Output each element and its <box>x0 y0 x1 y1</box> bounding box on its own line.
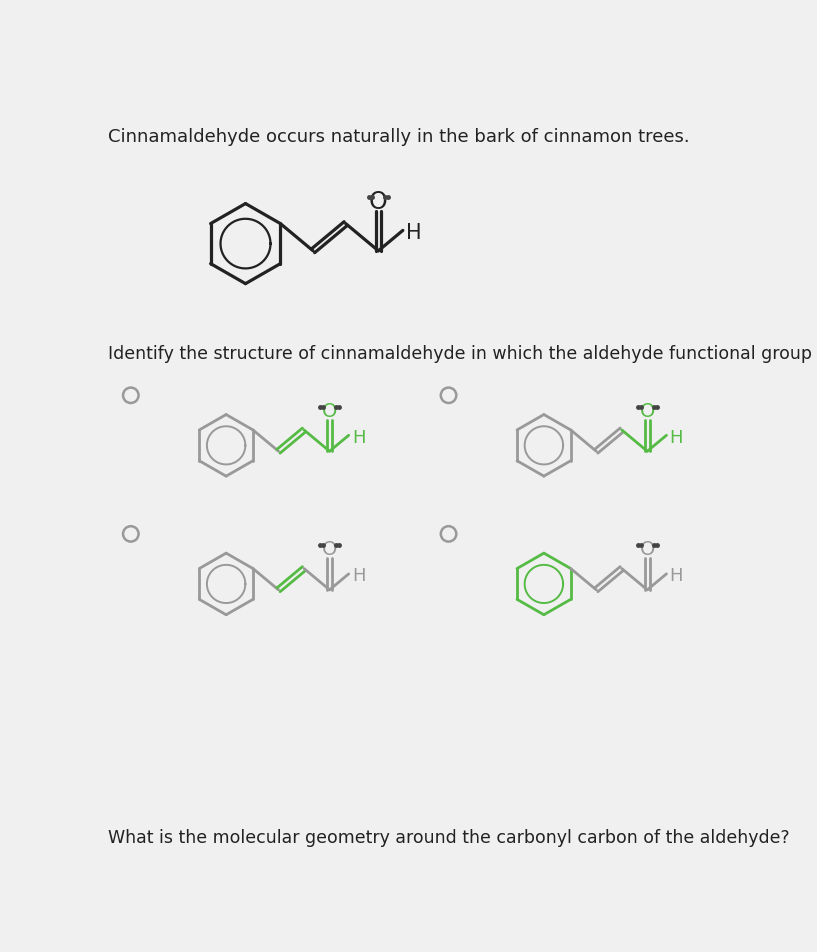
Text: H: H <box>406 223 422 243</box>
Text: Identify the structure of cinnamaldehyde in which the aldehyde functional group : Identify the structure of cinnamaldehyde… <box>109 346 817 364</box>
Text: H: H <box>670 428 683 446</box>
Text: O: O <box>640 402 655 421</box>
Text: Cinnamaldehyde occurs naturally in the bark of cinnamon trees.: Cinnamaldehyde occurs naturally in the b… <box>109 129 690 146</box>
Text: O: O <box>369 190 388 214</box>
Text: O: O <box>640 541 655 560</box>
Text: O: O <box>322 541 337 560</box>
Text: H: H <box>670 567 683 585</box>
Text: O: O <box>322 402 337 421</box>
Text: H: H <box>352 428 365 446</box>
Text: H: H <box>352 567 365 585</box>
Text: What is the molecular geometry around the carbonyl carbon of the aldehyde?: What is the molecular geometry around th… <box>109 829 790 846</box>
